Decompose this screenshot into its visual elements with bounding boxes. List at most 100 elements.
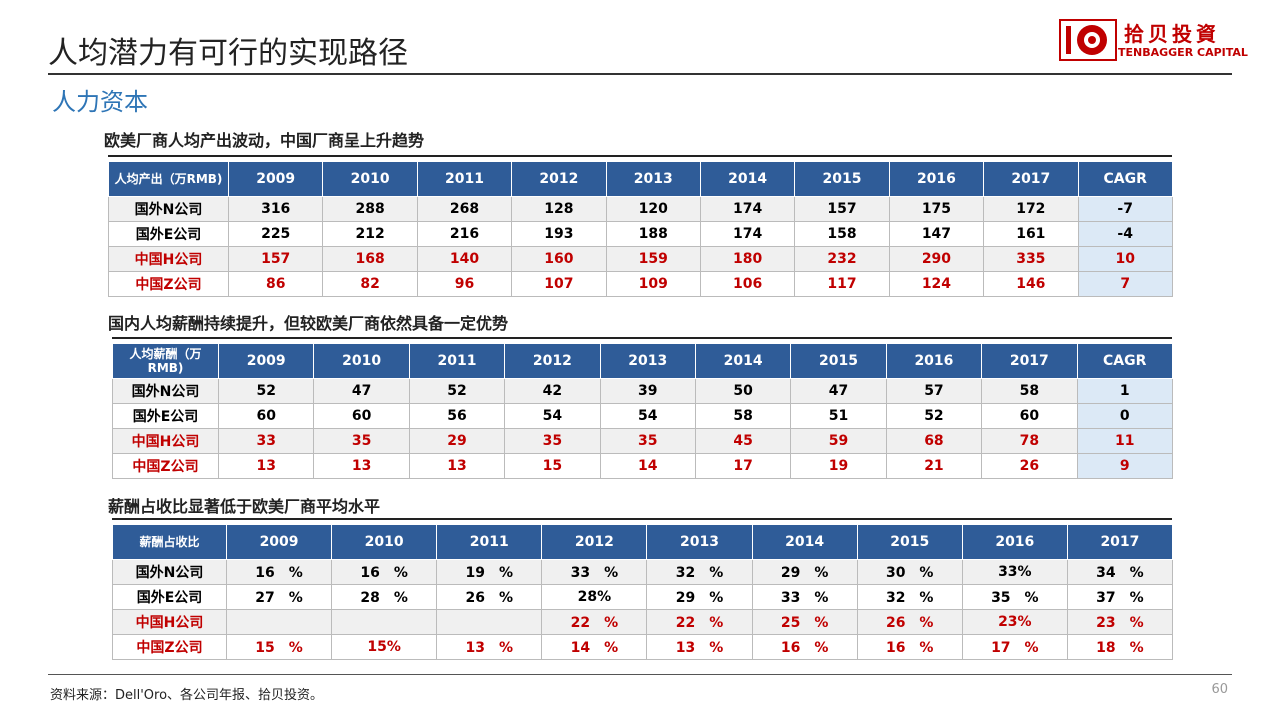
header-cell: 2016 <box>885 343 983 379</box>
table-cell: 158 <box>794 221 890 247</box>
table-cell: 52 <box>408 378 506 404</box>
table-cell: 96 <box>416 271 513 297</box>
table-cell <box>436 609 543 635</box>
table-cell: 29 % <box>646 584 753 610</box>
section-rule <box>112 518 1172 520</box>
table-cell: 0 <box>1076 403 1173 429</box>
data-table: 人均薪酬（万RMB) 2009 2010 2011 2012 2013 2014 2015 20… <box>112 343 1173 479</box>
table-cell: 11 <box>1076 428 1173 454</box>
table-cell: 26 <box>981 453 1078 479</box>
page-number: 60 <box>1211 682 1228 697</box>
table-row: 国外N公司 316 288 268 128 120 174 157 175 172 -7 <box>108 196 1173 222</box>
table-cell: 59 <box>790 428 887 454</box>
table-cell: 30 % <box>856 559 963 585</box>
header-cell: 2017 <box>983 161 1079 197</box>
table-cell: 33% <box>961 559 1068 585</box>
table-cell: 56 <box>408 403 506 429</box>
table-cell: 157 <box>794 196 890 222</box>
header-cell: 人均产出（万RMB) <box>108 161 229 197</box>
table-cell: 120 <box>605 196 701 222</box>
header-cell: 2010 <box>313 343 410 379</box>
header-cell: 2014 <box>699 161 796 197</box>
table-cell: 58 <box>981 378 1078 404</box>
table-cell: 13 % <box>646 634 753 660</box>
table-cell: 50 <box>694 378 792 404</box>
header-row: 人均薪酬（万RMB) 2009 2010 2011 2012 2013 2014 2015 20… <box>112 343 1173 379</box>
table-cell: 54 <box>599 403 696 429</box>
table-cell: 159 <box>605 246 701 272</box>
table-row: 中国Z公司 86 82 96 107 109 106 117 124 146 7 <box>108 271 1173 297</box>
header-cell: 2009 <box>227 161 324 197</box>
table-cell: 33 % <box>541 559 648 585</box>
table-cell: 7 <box>1077 271 1173 297</box>
table-cell: 32 % <box>856 584 963 610</box>
table-cell: 193 <box>511 221 607 247</box>
table-row: 国外N公司 52 47 52 42 39 50 47 57 58 1 <box>112 378 1173 404</box>
table-cell: 107 <box>511 271 607 297</box>
table-cell: 18 % <box>1066 634 1173 660</box>
header-cell: 2013 <box>646 524 753 560</box>
table-cell: 16 % <box>331 559 438 585</box>
table-cell: 117 <box>794 271 890 297</box>
table-cell: 140 <box>416 246 513 272</box>
table-row: 中国Z公司 15 % 15% 13 % 14 % 13 % 16 % 16 % 17 % 18 % <box>112 634 1173 660</box>
header-cell: 2012 <box>541 524 648 560</box>
table-cell: 60 <box>313 403 410 429</box>
table-cell: 35 % <box>961 584 1068 610</box>
table-row: 国外E公司 225 212 216 193 188 174 158 147 161 -4 <box>108 221 1173 247</box>
section-heading: 欧美厂商人均产出波动，中国厂商呈上升趋势 <box>104 131 425 150</box>
table-cell: 1 <box>1076 378 1173 404</box>
header-cell: 2011 <box>416 161 513 197</box>
table-row: 中国H公司 157 168 140 160 159 180 232 290 335 10 <box>108 246 1173 272</box>
table-cell: 335 <box>983 246 1079 272</box>
data-table: 人均产出（万RMB) 2009 2010 2011 2012 2013 2014 2015 20… <box>108 161 1173 297</box>
table-cell: 中国Z公司 <box>112 453 219 479</box>
table-cell: 268 <box>416 196 513 222</box>
table-cell: 29 <box>408 428 506 454</box>
table-cell: 232 <box>794 246 890 272</box>
header-cell: 2009 <box>217 343 315 379</box>
table-cell: 33 <box>217 428 315 454</box>
table-cell: 中国Z公司 <box>112 634 227 660</box>
table-cell: 23 % <box>1066 609 1173 635</box>
section-heading: 薪酬占收比显著低于欧美厂商平均水平 <box>108 497 381 516</box>
table-cell: 161 <box>983 221 1079 247</box>
table-cell: 29 % <box>751 559 858 585</box>
header-cell: CAGR <box>1077 161 1173 197</box>
header-cell: 2010 <box>331 524 438 560</box>
table-cell: 157 <box>227 246 324 272</box>
subtitle: 人力资本 <box>52 88 148 116</box>
table-cell: 13 <box>408 453 506 479</box>
header-cell: 2009 <box>225 524 333 560</box>
footer-rule <box>48 674 1232 675</box>
section-heading: 国内人均薪酬持续提升，但较欧美厂商依然具备一定优势 <box>108 314 509 333</box>
table-cell: 216 <box>416 221 513 247</box>
table-cell: 15% <box>331 634 438 660</box>
header-cell: 薪酬占收比 <box>112 524 227 560</box>
section-rule <box>108 155 1172 157</box>
table-cell: 174 <box>699 196 796 222</box>
table-cell: 33 % <box>751 584 858 610</box>
table-cell: 58 <box>694 403 792 429</box>
table-cell: 国外N公司 <box>112 559 227 585</box>
table-cell: 中国H公司 <box>112 609 227 635</box>
header-cell: 2013 <box>605 161 701 197</box>
table-cell: -4 <box>1077 221 1173 247</box>
table-cell: 22 % <box>541 609 648 635</box>
table-cell: 60 <box>981 403 1078 429</box>
header-row: 薪酬占收比 2009 2010 2011 2012 2013 2014 2015 2016 201… <box>112 524 1173 560</box>
table-row: 国外N公司 16 % 16 % 19 % 33 % 32 % 29 % 30 % 33% 34 % <box>112 559 1173 585</box>
table-cell: 160 <box>511 246 607 272</box>
header-cell: 2015 <box>790 343 887 379</box>
table-cell: 174 <box>699 221 796 247</box>
table-cell: 316 <box>227 196 324 222</box>
table-cell: -7 <box>1077 196 1173 222</box>
logo-name: 拾贝投資 <box>1124 22 1220 46</box>
table-cell: 34 % <box>1066 559 1173 585</box>
table-row: 国外E公司 27 % 28 % 26 % 28% 29 % 33 % 32 % 35 % 37 % <box>112 584 1173 610</box>
header-cell: 2015 <box>794 161 890 197</box>
table-cell: 中国Z公司 <box>108 271 229 297</box>
header-cell: 2016 <box>888 161 985 197</box>
table-cell <box>331 609 438 635</box>
